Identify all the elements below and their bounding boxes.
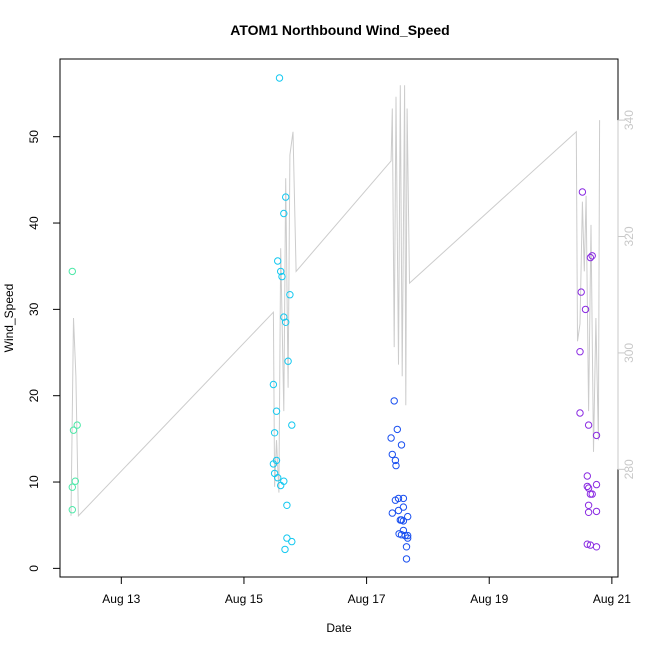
x-tick-label: Aug 21 bbox=[593, 592, 631, 606]
data-point bbox=[280, 313, 288, 321]
data-point bbox=[275, 74, 284, 82]
data-point bbox=[588, 252, 596, 260]
data-point bbox=[399, 503, 408, 511]
data-point bbox=[288, 421, 296, 429]
data-point bbox=[391, 456, 400, 465]
x-axis-label: Date bbox=[326, 621, 352, 635]
data-point bbox=[583, 472, 591, 480]
data-point bbox=[583, 482, 591, 491]
data-point bbox=[387, 434, 395, 442]
data-point bbox=[69, 426, 78, 434]
data-point bbox=[404, 531, 412, 540]
data-point bbox=[390, 397, 398, 405]
data-point bbox=[586, 253, 595, 262]
data-point bbox=[280, 209, 288, 218]
data-point bbox=[399, 494, 408, 503]
data-point bbox=[274, 257, 282, 265]
x-tick-label: Aug 19 bbox=[470, 592, 508, 606]
data-point bbox=[391, 496, 400, 504]
data-point bbox=[284, 357, 292, 365]
data-point bbox=[277, 267, 285, 276]
data-point bbox=[68, 483, 77, 491]
data-point bbox=[283, 501, 291, 509]
data-point bbox=[577, 288, 585, 296]
data-point bbox=[578, 188, 587, 196]
data-point bbox=[576, 348, 584, 356]
data-point bbox=[73, 421, 81, 429]
chart-title: ATOM1 Northbound Wind_Speed bbox=[230, 22, 449, 38]
x-tick-label: Aug 13 bbox=[102, 592, 140, 606]
y-tick-label: 30 bbox=[27, 302, 41, 316]
data-point bbox=[584, 484, 593, 492]
data-point bbox=[592, 507, 601, 516]
data-point bbox=[272, 407, 281, 415]
data-point bbox=[274, 474, 282, 482]
y-tick-label: 40 bbox=[27, 216, 41, 230]
y-axis-label: Wind_Speed bbox=[2, 284, 16, 353]
data-point bbox=[71, 477, 80, 485]
data-point bbox=[270, 429, 279, 437]
data-point bbox=[402, 543, 411, 551]
data-point bbox=[288, 537, 296, 546]
data-point bbox=[280, 477, 288, 485]
y2-tick-label: 320 bbox=[622, 226, 636, 246]
y2-tick-label: 300 bbox=[622, 343, 636, 363]
y-axis: 0 10 20 30 40 50 bbox=[27, 130, 61, 572]
scatter-points bbox=[68, 74, 601, 563]
data-point bbox=[282, 193, 290, 201]
data-point bbox=[269, 460, 278, 468]
data-point bbox=[392, 461, 400, 470]
data-point bbox=[401, 531, 409, 540]
data-point bbox=[283, 534, 291, 542]
data-point bbox=[393, 425, 401, 434]
data-point bbox=[399, 517, 408, 525]
x-tick-label: Aug 15 bbox=[225, 592, 263, 606]
y-tick-label: 0 bbox=[27, 565, 41, 572]
data-point bbox=[592, 480, 601, 489]
data-point bbox=[592, 431, 601, 440]
data-point bbox=[286, 291, 294, 299]
data-point bbox=[68, 506, 77, 514]
data-point bbox=[588, 490, 596, 498]
data-point bbox=[404, 534, 412, 542]
data-point bbox=[584, 501, 593, 509]
data-point bbox=[269, 380, 278, 389]
data-point bbox=[277, 481, 285, 490]
y2-tick-label: 280 bbox=[622, 459, 636, 479]
data-point bbox=[583, 540, 591, 548]
y-tick-label: 20 bbox=[27, 389, 41, 403]
data-point bbox=[394, 506, 403, 515]
data-point bbox=[388, 509, 396, 517]
y-tick-label: 10 bbox=[27, 475, 41, 489]
data-point bbox=[388, 450, 396, 459]
data-point bbox=[592, 543, 601, 551]
x-tick-label: Aug 17 bbox=[348, 592, 386, 606]
data-point bbox=[397, 441, 406, 449]
y2-axis: 280 300 320 340 bbox=[617, 110, 636, 479]
data-point bbox=[584, 508, 593, 516]
y2-tick-label: 340 bbox=[622, 110, 636, 130]
data-point bbox=[282, 318, 290, 326]
right-axis-line-series bbox=[70, 85, 601, 518]
data-point bbox=[404, 512, 412, 521]
data-point bbox=[402, 555, 411, 563]
data-point bbox=[584, 421, 593, 429]
data-point bbox=[581, 305, 590, 314]
data-point bbox=[281, 545, 289, 554]
data-point bbox=[68, 267, 77, 276]
data-point bbox=[278, 272, 286, 281]
right-axis-line bbox=[70, 85, 601, 518]
data-point bbox=[399, 526, 408, 535]
data-point bbox=[576, 409, 584, 417]
plot-frame bbox=[59, 58, 619, 578]
y-tick-label: 50 bbox=[27, 130, 41, 144]
x-axis: Aug 13 Aug 15 Aug 17 Aug 19 Aug 21 bbox=[102, 576, 631, 606]
